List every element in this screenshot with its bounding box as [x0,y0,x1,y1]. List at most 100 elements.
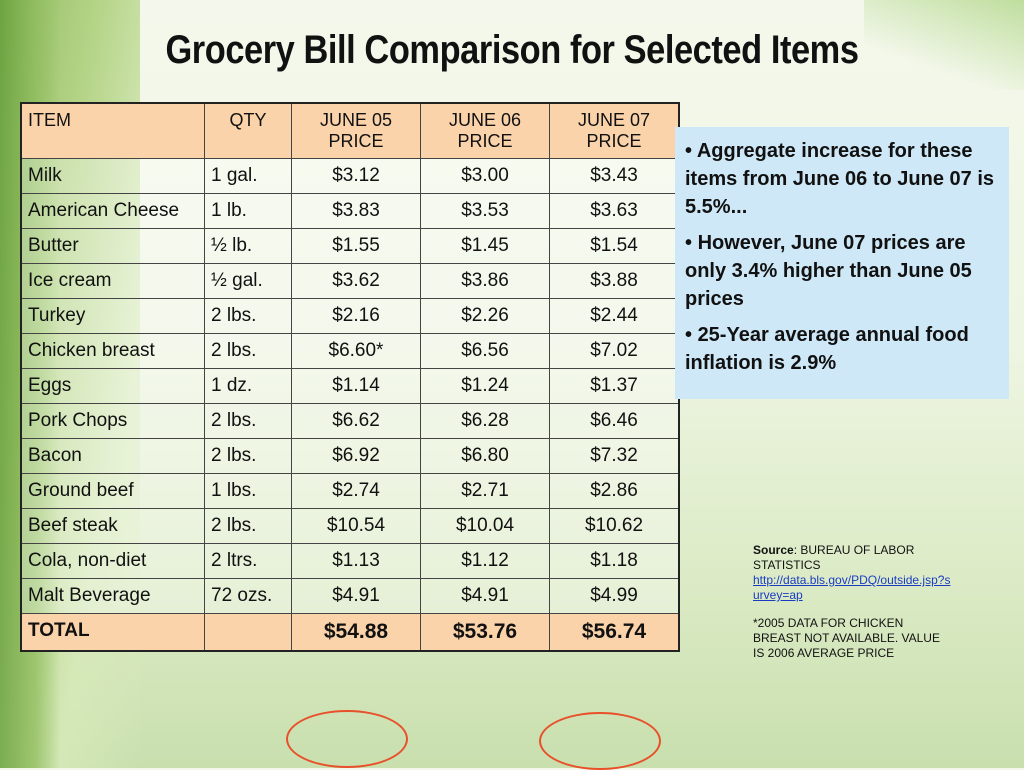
cell-june07: $10.62 [549,508,680,544]
cell-june07: $7.32 [549,438,680,474]
table-row: Eggs 1 dz. $1.14 $1.24 $1.37 [20,368,680,404]
table-row: Turkey 2 lbs. $2.16 $2.26 $2.44 [20,298,680,334]
cell-june07: $1.54 [549,228,680,264]
grocery-table: ITEM QTY JUNE 05 PRICE JUNE 06 PRICE JUN… [20,102,680,652]
highlight-circle-june07-total [539,712,661,770]
cell-june05: $1.55 [291,228,421,264]
cell-june06: $6.56 [420,333,550,369]
cell-june07: $2.44 [549,298,680,334]
cell-item: Bacon [20,438,205,474]
cell-june05: $1.13 [291,543,421,579]
cell-june06: $3.00 [420,158,550,194]
table-row: Ice cream ½ gal. $3.62 $3.86 $3.88 [20,263,680,299]
cell-june06: $2.26 [420,298,550,334]
cell-qty: 1 lbs. [204,473,292,509]
cell-qty: 1 gal. [204,158,292,194]
table-row: Beef steak 2 lbs. $10.54 $10.04 $10.62 [20,508,680,544]
cell-item: Cola, non-diet [20,543,205,579]
cell-june06: $3.53 [420,193,550,229]
cell-june05: $2.74 [291,473,421,509]
cell-item: Pork Chops [20,403,205,439]
cell-qty: 2 lbs. [204,333,292,369]
callout-bullet-3: • 25-Year average annual food inflation … [685,324,969,374]
source-citation: Source: BUREAU OF LABOR STATISTICS http:… [753,543,953,603]
table-row: Malt Beverage 72 ozs. $4.91 $4.91 $4.99 [20,578,680,614]
cell-june05: $3.83 [291,193,421,229]
total-june05: $54.88 [291,613,421,652]
header-june07: JUNE 07 PRICE [549,102,680,159]
cell-june05: $6.62 [291,403,421,439]
header-june06: JUNE 06 PRICE [420,102,550,159]
cell-june05: $6.60* [291,333,421,369]
background-leaf-top [864,0,1024,90]
cell-june05: $3.62 [291,263,421,299]
table-row: Butter ½ lb. $1.55 $1.45 $1.54 [20,228,680,264]
total-qty [204,613,292,652]
cell-june07: $1.37 [549,368,680,404]
table-total-row: TOTAL $54.88 $53.76 $56.74 [20,613,680,652]
source-label: Source [753,543,794,557]
cell-june07: $2.86 [549,473,680,509]
cell-item: Eggs [20,368,205,404]
cell-qty: 1 lb. [204,193,292,229]
highlight-circle-june05-total [286,710,408,768]
cell-qty: 2 ltrs. [204,543,292,579]
cell-june06: $6.28 [420,403,550,439]
cell-qty: 2 lbs. [204,508,292,544]
cell-item: Milk [20,158,205,194]
cell-june07: $3.43 [549,158,680,194]
cell-june05: $3.12 [291,158,421,194]
callout-bullet-1-text: Aggregate increase for these items from … [685,140,994,218]
cell-june05: $4.91 [291,578,421,614]
table-row: Cola, non-diet 2 ltrs. $1.13 $1.12 $1.18 [20,543,680,579]
source-text: : BUREAU OF LABOR STATISTICS [753,543,915,572]
table-body: Milk 1 gal. $3.12 $3.00 $3.43 American Cheese… [20,158,680,652]
total-june06: $53.76 [420,613,550,652]
source-link[interactable]: http://data.bls.gov/PDQ/outside.jsp?surv… [753,573,951,602]
cell-qty: 2 lbs. [204,403,292,439]
cell-june07: $1.18 [549,543,680,579]
cell-june05: $2.16 [291,298,421,334]
header-item: ITEM [20,102,205,159]
cell-june05: $10.54 [291,508,421,544]
cell-june06: $4.91 [420,578,550,614]
cell-june07: $6.46 [549,403,680,439]
cell-item: Chicken breast [20,333,205,369]
slide-title: Grocery Bill Comparison for Selected Ite… [165,28,859,72]
cell-qty: 2 lbs. [204,298,292,334]
header-june05: JUNE 05 PRICE [291,102,421,159]
table-row: American Cheese 1 lb. $3.83 $3.53 $3.63 [20,193,680,229]
cell-june06: $1.24 [420,368,550,404]
cell-june06: $1.45 [420,228,550,264]
summary-callout: • Aggregate increase for these items fro… [675,127,1009,399]
cell-june06: $1.12 [420,543,550,579]
cell-item: Ground beef [20,473,205,509]
cell-qty: ½ gal. [204,263,292,299]
table-row: Chicken breast 2 lbs. $6.60* $6.56 $7.02 [20,333,680,369]
cell-item: Turkey [20,298,205,334]
cell-june07: $7.02 [549,333,680,369]
cell-june07: $3.88 [549,263,680,299]
cell-item: Beef steak [20,508,205,544]
table-row: Ground beef 1 lbs. $2.74 $2.71 $2.86 [20,473,680,509]
table-row: Pork Chops 2 lbs. $6.62 $6.28 $6.46 [20,403,680,439]
cell-june07: $4.99 [549,578,680,614]
cell-item: Ice cream [20,263,205,299]
callout-bullet-1: • Aggregate increase for these items fro… [685,140,994,218]
cell-item: American Cheese [20,193,205,229]
footnote: *2005 DATA FOR CHICKEN BREAST NOT AVAILA… [753,616,940,660]
cell-item: Malt Beverage [20,578,205,614]
callout-bullet-3-text: 25-Year average annual food inflation is… [685,324,969,374]
table-row: Bacon 2 lbs. $6.92 $6.80 $7.32 [20,438,680,474]
total-june07: $56.74 [549,613,680,652]
cell-june06: $3.86 [420,263,550,299]
table-header-row: ITEM QTY JUNE 05 PRICE JUNE 06 PRICE JUN… [20,102,680,159]
cell-item: Butter [20,228,205,264]
cell-june06: $2.71 [420,473,550,509]
callout-bullet-2-text: However, June 07 prices are only 3.4% hi… [685,232,972,310]
cell-qty: 2 lbs. [204,438,292,474]
cell-june05: $6.92 [291,438,421,474]
table-row: Milk 1 gal. $3.12 $3.00 $3.43 [20,158,680,194]
cell-qty: 1 dz. [204,368,292,404]
header-qty: QTY [204,102,292,159]
